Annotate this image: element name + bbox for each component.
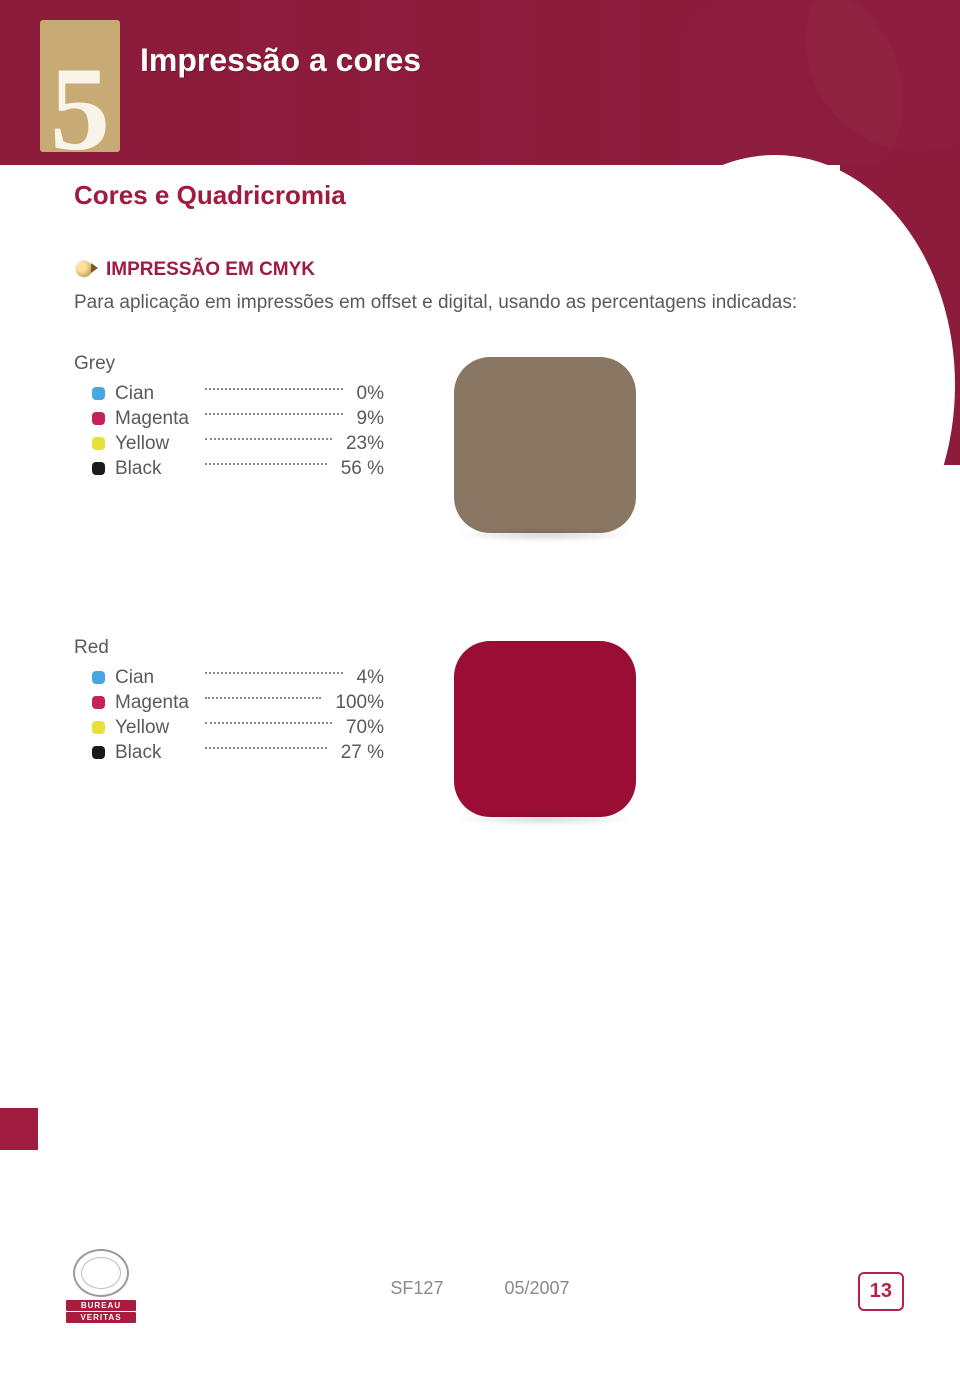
chip-black-icon xyxy=(92,746,105,759)
spec-label: Black xyxy=(115,742,191,764)
spec-dots xyxy=(205,697,321,699)
spec-label: Black xyxy=(115,458,191,480)
chip-magenta-icon xyxy=(92,412,105,425)
spec-value: 4% xyxy=(357,667,384,689)
bullet-icon xyxy=(74,259,96,281)
spec-value: 56 % xyxy=(341,458,384,480)
spec-line: Magenta 100% xyxy=(74,692,384,714)
chip-yellow-icon xyxy=(92,721,105,734)
footer: BUREAU VERITAS SF127 05/2007 13 xyxy=(0,1215,960,1375)
header-band: 5 Impressão a cores xyxy=(0,0,960,165)
spec-label: Cian xyxy=(115,667,191,689)
spec-dots xyxy=(205,463,327,465)
chip-cian-icon xyxy=(92,671,105,684)
spec-dots xyxy=(205,722,332,724)
chip-yellow-icon xyxy=(92,437,105,450)
color-spec-red: Red Cian 4% Magenta 100% Yellow 70% xyxy=(74,637,384,767)
page-number: 13 xyxy=(858,1272,904,1311)
spec-dots xyxy=(205,413,343,415)
footer-code: SF127 xyxy=(390,1278,443,1299)
chapter-title: Impressão a cores xyxy=(140,42,421,79)
swatch-grey xyxy=(454,357,636,533)
spec-value: 27 % xyxy=(341,742,384,764)
chapter-number: 5 xyxy=(50,60,110,152)
spec-line: Magenta 9% xyxy=(74,408,384,430)
spec-label: Magenta xyxy=(115,692,191,714)
subsection-heading: IMPRESSÃO EM CMYK xyxy=(106,259,315,281)
chip-magenta-icon xyxy=(92,696,105,709)
spec-dots xyxy=(205,388,343,390)
header-curve xyxy=(840,165,960,465)
spec-dots xyxy=(205,438,332,440)
spec-label: Magenta xyxy=(115,408,191,430)
spec-line: Black 56 % xyxy=(74,458,384,480)
chip-cian-icon xyxy=(92,387,105,400)
color-block-grey: Grey Cian 0% Magenta 9% Yellow 23% xyxy=(74,353,834,533)
section-heading: Cores e Quadricromia xyxy=(74,180,834,211)
color-name-grey: Grey xyxy=(74,353,384,375)
spec-dots xyxy=(205,672,343,674)
spec-value: 100% xyxy=(335,692,384,714)
chip-black-icon xyxy=(92,462,105,475)
spec-label: Yellow xyxy=(115,717,191,739)
swatch-red xyxy=(454,641,636,817)
spec-value: 9% xyxy=(357,408,384,430)
subsection-row: IMPRESSÃO EM CMYK xyxy=(74,259,834,281)
spec-dots xyxy=(205,747,327,749)
spec-line: Yellow 23% xyxy=(74,433,384,455)
logo-text-1: BUREAU xyxy=(66,1300,136,1311)
left-margin-tab xyxy=(0,1108,38,1150)
logo-text-2: VERITAS xyxy=(66,1312,136,1323)
spec-line: Yellow 70% xyxy=(74,717,384,739)
footer-center: SF127 05/2007 xyxy=(0,1278,960,1299)
intro-text: Para aplicação em impressões em offset e… xyxy=(74,289,834,317)
spec-line: Cian 0% xyxy=(74,383,384,405)
color-spec-grey: Grey Cian 0% Magenta 9% Yellow 23% xyxy=(74,353,384,483)
spec-line: Cian 4% xyxy=(74,667,384,689)
footer-date: 05/2007 xyxy=(504,1278,569,1299)
content-area: Cores e Quadricromia IMPRESSÃO EM CMYK P… xyxy=(74,180,834,921)
chapter-badge: 5 xyxy=(40,20,120,152)
spec-label: Yellow xyxy=(115,433,191,455)
color-block-red: Red Cian 4% Magenta 100% Yellow 70% xyxy=(74,637,834,817)
spec-value: 23% xyxy=(346,433,384,455)
spec-label: Cian xyxy=(115,383,191,405)
spec-value: 0% xyxy=(357,383,384,405)
spec-line: Black 27 % xyxy=(74,742,384,764)
spec-value: 70% xyxy=(346,717,384,739)
color-name-red: Red xyxy=(74,637,384,659)
